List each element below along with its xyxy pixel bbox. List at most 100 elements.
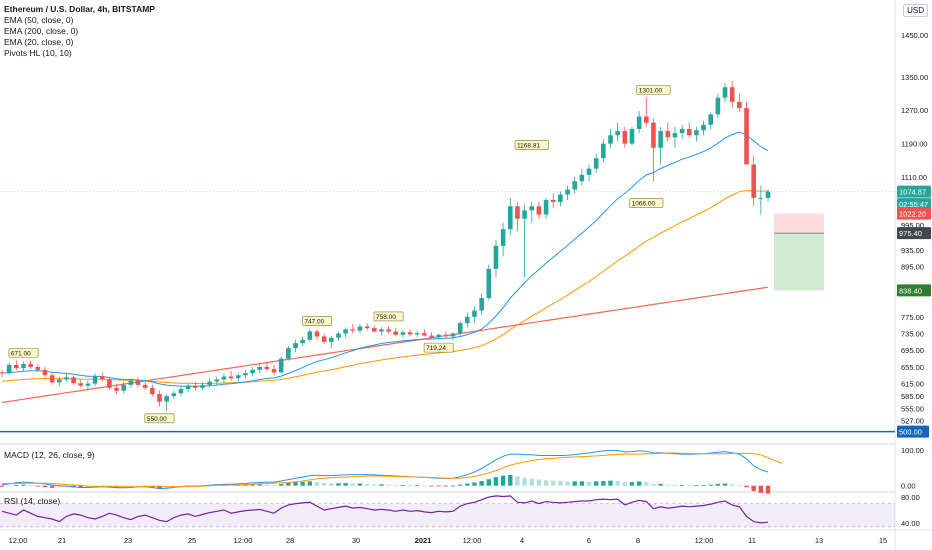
macd-histogram-bar: [486, 479, 492, 486]
candle-body: [543, 199, 549, 215]
macd-histogram-bar: [465, 483, 470, 486]
pivot-label-bg: [144, 413, 175, 424]
macd-histogram-bar: [35, 485, 40, 487]
candle-body: [92, 376, 98, 384]
candle-body: [758, 197, 764, 199]
macd-histogram-bar: [364, 483, 370, 486]
macd-histogram-bar: [14, 484, 19, 486]
macd-histogram-bar: [737, 484, 742, 486]
macd-histogram-bar: [307, 481, 313, 486]
candle-body: [142, 384, 148, 388]
macd-histogram-bar: [457, 484, 463, 486]
price-tick-label: 735.00: [901, 330, 924, 339]
pivot-label: 747.00: [304, 319, 324, 326]
time-tick-label: 12:00: [695, 536, 714, 545]
macd-histogram-bar: [57, 485, 62, 488]
macd-histogram-bar: [336, 483, 341, 486]
macd-histogram-bar: [493, 477, 499, 486]
candle-body: [114, 387, 119, 391]
time-tick-label: 11: [748, 536, 756, 545]
macd-histogram-bar: [558, 481, 563, 486]
rsi-tick-label: 80.00: [901, 493, 920, 502]
macd-histogram-bar: [343, 483, 348, 486]
candle-body: [107, 379, 112, 388]
symbol-title: Ethereum / U.S. Dollar, 4h, BITSTAMP: [4, 4, 155, 14]
candle-body: [42, 369, 48, 376]
pivot-label-bg: [423, 342, 454, 353]
candle-body: [479, 298, 484, 311]
candle-body: [386, 329, 391, 332]
candle-body: [744, 108, 749, 165]
candle-body: [56, 379, 62, 383]
macd-histogram-bar: [629, 482, 635, 486]
macd-histogram-bar: [0, 485, 5, 487]
macd-histogram-bar: [271, 484, 277, 486]
macd-histogram-bar: [751, 485, 756, 492]
candle-body: [379, 329, 384, 332]
position-target-zone: [774, 233, 824, 291]
candle-body: [343, 329, 348, 334]
candle-body: [0, 372, 5, 374]
macd-histogram-bar: [300, 481, 305, 486]
candle-body: [601, 143, 606, 159]
pivot-label-bg: [514, 140, 549, 150]
time-tick-label: 6: [587, 536, 591, 545]
axis-price-label: 1022.20: [899, 210, 926, 219]
axis-price-label: 975.40: [899, 229, 922, 238]
time-tick-label: 8: [636, 536, 640, 545]
time-tick-label: 12:00: [9, 536, 28, 545]
candle-body: [393, 331, 399, 335]
macd-histogram-bar: [543, 480, 549, 486]
currency-button[interactable]: USD: [903, 4, 928, 17]
candle-body: [321, 336, 327, 342]
macd-histogram-bar: [42, 485, 48, 488]
candle-body: [694, 130, 699, 136]
candle-body: [64, 377, 69, 380]
price-tick-label: 1110.00: [901, 173, 927, 182]
macd-histogram-bar: [450, 485, 456, 487]
candle-body: [99, 376, 105, 380]
candle-body: [35, 366, 41, 370]
macd-histogram-bar: [636, 481, 642, 486]
pivot-label: 550.00: [147, 416, 167, 423]
macd-histogram-bar: [178, 485, 184, 487]
candle-body: [207, 381, 212, 385]
candle-body: [286, 348, 291, 359]
pivot-label: 758.00: [376, 314, 396, 321]
candle-body: [615, 131, 620, 136]
price-label-500: 500.00: [899, 428, 922, 437]
candle-body: [228, 376, 234, 379]
candle-body: [686, 128, 692, 136]
candle-body: [572, 181, 578, 190]
macd-histogram-bar: [415, 485, 420, 487]
candle-body: [493, 245, 499, 269]
axis-price-label-bg: [897, 227, 931, 240]
macd-histogram-bar: [386, 484, 391, 486]
candle-body: [579, 174, 585, 182]
time-tick-label: 15: [879, 536, 887, 545]
candle-body: [221, 376, 227, 380]
macd-histogram-bar: [78, 485, 83, 488]
price-tick-label: 1190.00: [901, 140, 928, 149]
rsi-band: [0, 503, 895, 527]
ema20-line: [1, 131, 769, 387]
candle-body: [28, 364, 33, 367]
candle-body: [679, 128, 685, 134]
macd-histogram-bar: [687, 485, 692, 487]
axis-price-label-bg: [897, 198, 931, 211]
macd-histogram-bar: [257, 484, 262, 486]
price-tick-label: 695.00: [901, 346, 924, 355]
macd-histogram-bar: [393, 484, 398, 486]
candle-body: [593, 158, 599, 169]
macd-label: MACD (12, 26, close, 9): [4, 450, 95, 460]
macd-histogram-bar: [665, 484, 670, 486]
candle-body: [565, 189, 570, 195]
time-tick-label: 2021: [415, 536, 432, 545]
candle-body: [729, 87, 735, 102]
candle-body: [307, 331, 313, 340]
axis-price-label: 1074.87: [899, 188, 926, 197]
macd-histogram-bar: [608, 480, 613, 486]
macd-histogram-bar: [157, 485, 162, 489]
candle-body: [629, 128, 635, 144]
